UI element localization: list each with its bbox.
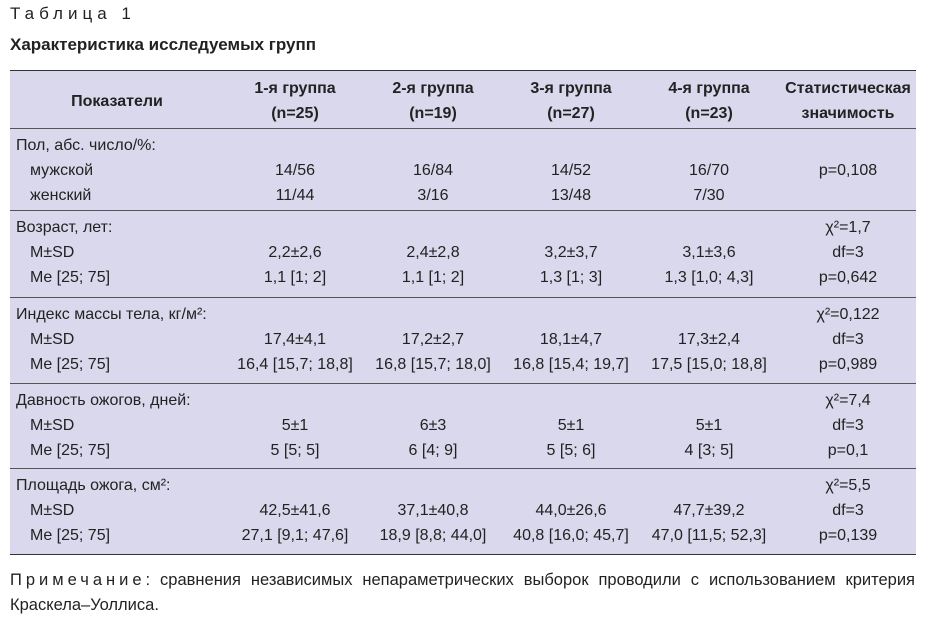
section-label: Индекс массы тела, кг/м²: (16, 306, 207, 323)
cell: 4 [3; 5] (684, 442, 734, 459)
cell: 1,3 [1; 3] (539, 269, 603, 286)
cell: 11/44 (275, 187, 315, 204)
stat-cell: df=3 (832, 244, 864, 261)
cell: 37,1±40,8 (397, 502, 469, 519)
column-header: 3-я группа (n=27) (530, 80, 612, 122)
table-title: Характеристика исследуемых групп (10, 35, 317, 54)
cell: 5±1 (281, 417, 309, 434)
cell: 3,2±3,7 (544, 244, 598, 261)
table (10, 70, 916, 555)
column-header: 4-я группа (n=23) (668, 80, 750, 122)
stat-cell: df=3 (832, 331, 864, 348)
cell: 40,8 [16,0; 45,7] (513, 527, 629, 544)
cell: 17,2±2,7 (401, 331, 465, 348)
stat-cell: χ²=7,4 (825, 392, 871, 409)
section-label: Давность ожогов, дней: (16, 392, 191, 409)
stat-cell: p=0,139 (818, 527, 878, 544)
column-header: Статистическая значимость (785, 80, 911, 122)
cell: 42,5±41,6 (259, 502, 331, 519)
row-separator (10, 383, 916, 384)
stat-cell: χ²=0,122 (816, 306, 880, 323)
cell: 5 [5; 5] (270, 442, 320, 459)
row-label: M±SD (30, 331, 75, 348)
cell: 6 [4; 9] (408, 442, 458, 459)
row-label: Me [25; 75] (30, 527, 111, 544)
stat-cell: df=3 (832, 417, 864, 434)
cell: 14/52 (550, 162, 592, 179)
section-label: Возраст, лет: (16, 219, 113, 236)
cell: 18,9 [8,8; 44,0] (379, 527, 487, 544)
cell: 1,1 [1; 2] (401, 269, 465, 286)
stat-cell: p=0,108 (818, 162, 878, 179)
stat-cell: p=0,1 (827, 442, 869, 459)
cell: 13/48 (550, 187, 592, 204)
column-header: 1-я группа (n=25) (254, 80, 336, 122)
row-label: мужской (30, 162, 94, 179)
cell: 16/70 (688, 162, 730, 179)
row-separator (10, 468, 916, 469)
stat-cell: df=3 (832, 502, 864, 519)
cell: 2,2±2,6 (268, 244, 322, 261)
cell: 3,1±3,6 (682, 244, 736, 261)
cell: 1,1 [1; 2] (263, 269, 327, 286)
note-text: : сравнения независимых непараметрически… (10, 571, 915, 614)
cell: 3/16 (417, 187, 449, 204)
cell: 16,8 [15,7; 18,0] (375, 356, 491, 373)
row-label: Me [25; 75] (30, 269, 111, 286)
row-label: M±SD (30, 244, 75, 261)
cell: 27,1 [9,1; 47,6] (241, 527, 349, 544)
cell: 6±3 (419, 417, 447, 434)
cell: 7/30 (693, 187, 725, 204)
stat-cell: χ²=5,5 (825, 477, 871, 494)
cell: 47,0 [11,5; 52,3] (651, 527, 767, 544)
note-lead: Примечание (10, 571, 146, 589)
cell: 47,7±39,2 (673, 502, 745, 519)
section-label: Площадь ожога, см²: (16, 477, 171, 494)
cell: 2,4±2,8 (406, 244, 460, 261)
cell: 5 [5; 6] (546, 442, 596, 459)
cell: 16,4 [15,7; 18,8] (237, 356, 353, 373)
section-label: Пол, абс. число/%: (16, 137, 156, 154)
row-label: Me [25; 75] (30, 356, 111, 373)
cell: 14/56 (274, 162, 316, 179)
cell: 17,4±4,1 (263, 331, 327, 348)
cell: 16,8 [15,4; 19,7] (513, 356, 629, 373)
column-header: Показатели (71, 93, 163, 110)
cell: 5±1 (695, 417, 723, 434)
cell: 18,1±4,7 (539, 331, 603, 348)
cell: 16/84 (412, 162, 454, 179)
row-label: M±SD (30, 502, 75, 519)
note: Примечание: сравнения независимых непара… (10, 568, 915, 618)
row-separator (10, 297, 916, 298)
stat-cell: p=0,989 (818, 356, 878, 373)
stat-cell: χ²=1,7 (825, 219, 871, 236)
cell: 17,5 [15,0; 18,8] (651, 356, 767, 373)
cell: 1,3 [1,0; 4,3] (664, 269, 754, 286)
row-label: M±SD (30, 417, 75, 434)
column-header: 2-я группа (n=19) (392, 80, 474, 122)
table-label: Таблица 1 (10, 4, 136, 23)
cell: 17,3±2,4 (677, 331, 741, 348)
row-separator (10, 128, 916, 129)
row-label: Me [25; 75] (30, 442, 111, 459)
row-label: женский (30, 187, 92, 204)
stat-cell: p=0,642 (818, 269, 878, 286)
row-separator (10, 210, 916, 211)
cell: 44,0±26,6 (535, 502, 607, 519)
cell: 5±1 (557, 417, 585, 434)
